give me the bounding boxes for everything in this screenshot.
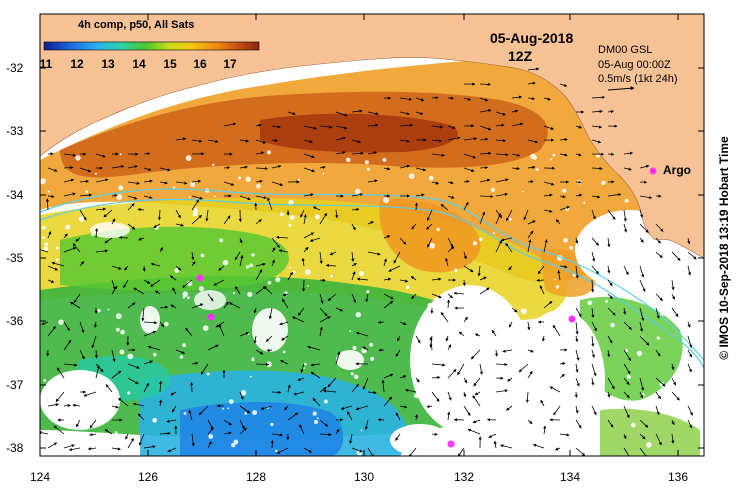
map-date: 05-Aug-2018 [490,30,574,46]
lon-label: 124 [29,470,51,484]
lon-label: 130 [353,470,375,484]
argo-float [447,440,455,448]
colorbar-tick: 15 [163,57,177,71]
argo-float [568,315,576,323]
colorbar [43,41,260,51]
lon-label: 126 [137,470,159,484]
lat-label: -38 [6,441,24,455]
argo-floats [196,167,657,448]
lat-label: -34 [6,188,24,202]
axis-ticks [39,14,704,456]
map-time: 12Z [508,48,533,64]
colorbar-tick: 16 [193,57,207,71]
land-mass [40,14,704,259]
argo-label: Argo [663,163,691,177]
scale-arrow [607,86,635,91]
colorbar-tick: 13 [101,57,115,71]
colorbar-tick: 11 [39,57,53,71]
colorbar-tick: 12 [70,57,84,71]
colorbar-tick: 17 [223,57,237,71]
credit-text: © IMOS 10-Sep-2018 13:19 Hobart Time [717,136,731,360]
isobath-lines [40,188,704,369]
argo-float [207,313,215,321]
lat-label: -35 [6,251,24,265]
argo-float [196,274,204,282]
current-vectors [40,67,697,456]
colorbar-tick: 14 [132,57,146,71]
model-name: DM00 GSL [598,44,653,56]
lon-label: 136 [667,470,689,484]
colorbar-title: 4h comp, p50, All Sats [78,19,195,31]
lon-label: 132 [453,470,475,484]
lon-label: 128 [245,470,267,484]
vector-scale-label: 0.5m/s (1kt 24h) [598,73,678,85]
lat-label: -36 [6,314,24,328]
lat-label: -33 [6,124,24,138]
argo-float-legend [649,167,657,175]
lat-label: -32 [6,61,24,75]
analysis-time: 05-Aug 00:00Z [598,59,671,71]
lon-label: 134 [559,470,581,484]
lat-label: -37 [6,378,24,392]
